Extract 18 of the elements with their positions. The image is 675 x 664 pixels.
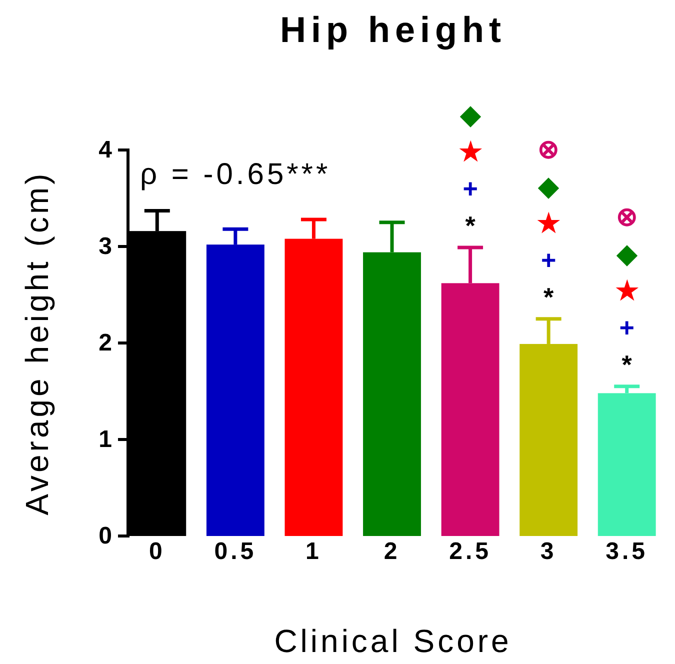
- y-tick-label: 1: [98, 426, 112, 454]
- annotation: ⊗◆★+*: [537, 134, 562, 312]
- y-axis-title: Average height (cm): [19, 170, 55, 516]
- x-tick-label: 0.5: [214, 538, 257, 565]
- x-tick-label: 3.5: [606, 538, 648, 565]
- y-tick-label: 3: [98, 233, 112, 260]
- chart-title: Hip height: [280, 9, 506, 50]
- x-axis-title: Clinical Score: [274, 623, 512, 659]
- y-tick-label: 2: [98, 330, 112, 357]
- x-tick-label: 3: [540, 538, 557, 565]
- annotation: ◆★+*: [458, 100, 483, 241]
- y-tick-label: 4: [98, 136, 113, 164]
- x-tick-label: 1: [306, 538, 322, 565]
- x-tick-label: 2: [384, 538, 400, 565]
- annotation: ⊗◆★+*: [615, 202, 640, 380]
- x-tick-label: 0: [148, 538, 166, 565]
- annotation: ρ = -0.65***: [140, 158, 331, 191]
- x-tick-label: 2.5: [449, 538, 492, 565]
